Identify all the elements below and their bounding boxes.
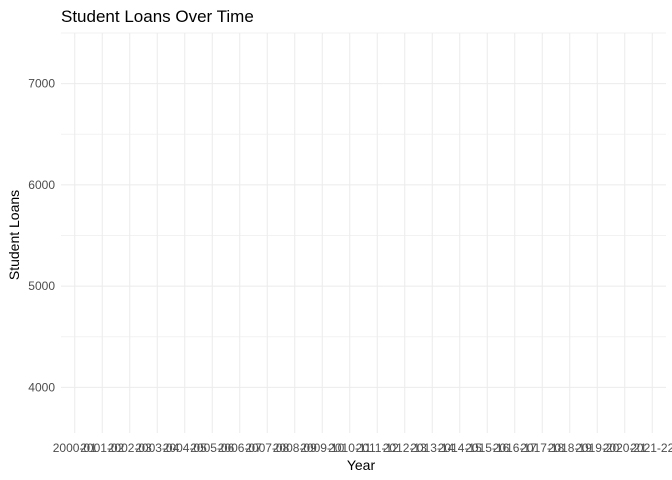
x-tick-label: 2019-20: [575, 441, 619, 455]
x-tick-label: 2000-01: [53, 441, 97, 455]
y-tick-label: 6000: [28, 178, 55, 192]
x-tick-label: 2013-14: [410, 441, 454, 455]
x-tick-label: 2012-13: [383, 441, 427, 455]
x-axis-title: Year: [347, 457, 376, 473]
x-tick-label: 2004-05: [163, 441, 207, 455]
x-tick-label: 2006-07: [218, 441, 262, 455]
x-tick-label: 2011-12: [356, 441, 399, 455]
x-tick-label: 2007-08: [245, 441, 289, 455]
x-tick-label: 2014-15: [438, 441, 482, 455]
y-axis-title: Student Loans: [6, 190, 22, 280]
x-axis-tick-labels: 2000-012001-022002-032003-042004-052005-…: [53, 441, 672, 455]
chart-title: Student Loans Over Time: [61, 7, 254, 26]
x-tick-label: 2009-10: [300, 441, 344, 455]
x-tick-label: 2005-06: [190, 441, 234, 455]
x-tick-label: 2001-02: [80, 441, 124, 455]
x-tick-label: 2010-11: [328, 441, 371, 455]
x-tick-label: 2016-17: [493, 441, 537, 455]
x-tick-label: 2008-09: [273, 441, 317, 455]
y-tick-label: 5000: [28, 279, 55, 293]
x-tick-label: 2021-22: [630, 441, 672, 455]
y-tick-label: 4000: [28, 380, 55, 394]
x-tick-label: 2020-21: [603, 441, 647, 455]
y-axis-tick-labels: 4000 5000 6000 7000: [28, 77, 55, 395]
x-tick-label: 2003-04: [135, 441, 179, 455]
y-tick-label: 7000: [28, 77, 55, 91]
x-tick-label: 2017-18: [520, 441, 564, 455]
x-tick-label: 2002-03: [108, 441, 152, 455]
x-tick-label: 2015-16: [465, 441, 509, 455]
grid: [61, 32, 666, 433]
x-tick-label: 2018-19: [548, 441, 592, 455]
